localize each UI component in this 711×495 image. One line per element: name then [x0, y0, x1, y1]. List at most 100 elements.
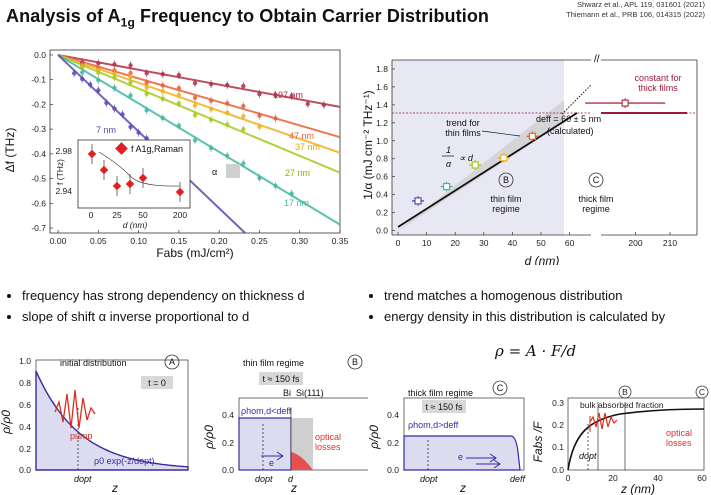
- data-point: [273, 116, 278, 121]
- y-tick: 0.4: [376, 190, 388, 200]
- y-tick: 0.0: [19, 465, 31, 475]
- y-tick: 1.4: [376, 100, 388, 110]
- fit-line: [57, 53, 341, 108]
- inset-point: [175, 187, 185, 197]
- label-197nm: 197 nm: [273, 90, 303, 100]
- trend-label-1: trend for: [446, 118, 480, 128]
- optical-losses-2: losses: [315, 442, 341, 452]
- data-point: [176, 73, 182, 78]
- x-tick: 60: [565, 238, 575, 248]
- raman-inset: f A1g,Raman f (THz) 2.98 2.94 0 25 50 20…: [55, 139, 191, 230]
- y-tick: 0.4: [387, 410, 399, 420]
- panel-d-absorbed-fraction: B C bulk absorbed fraction optical losse…: [531, 385, 709, 495]
- bullets-left: frequency has strong dependency on thick…: [6, 285, 305, 327]
- badge-c: C: [593, 175, 600, 185]
- panel-b-thin-film: thin film regime B t ≈ 150 fs Bi Si(111)…: [203, 354, 368, 495]
- pump-label: pump: [70, 431, 93, 441]
- panel-d-badge-b: B: [622, 387, 628, 397]
- label-27nm: 27 nm: [285, 168, 310, 178]
- y-tick: 0.3: [552, 398, 564, 408]
- reference-2: Thiemann et al., PRB 106, 014315 (2022): [566, 10, 705, 19]
- y-tick: -0.1: [31, 75, 46, 85]
- panel-a-title: initial distribution: [60, 358, 127, 368]
- data-point: [289, 93, 294, 99]
- data-point: [128, 93, 133, 98]
- y-tick: 0.0: [387, 465, 399, 475]
- y-tick: 0.0: [34, 50, 46, 60]
- data-point: [128, 70, 133, 76]
- x-axis-label: d (nm): [525, 254, 560, 265]
- data-point: [241, 161, 246, 166]
- y-tick: 0.2: [222, 438, 234, 448]
- label-47nm: 47 nm: [289, 131, 314, 141]
- data-point: [225, 110, 230, 115]
- reference-1: Shwarz et al., APL 119, 031601 (2021): [576, 0, 705, 9]
- data-point: [80, 76, 85, 82]
- curve-label: ρ0 exp(-z/dopt): [94, 456, 155, 466]
- dopt-tick: dopt: [579, 451, 597, 461]
- rho-hom-label: ρhom,d<deff: [241, 406, 292, 416]
- x-tick: 210: [663, 238, 677, 248]
- data-point: [128, 124, 133, 130]
- x-tick: 50: [536, 238, 546, 248]
- label-37nm: 37 nm: [295, 142, 320, 152]
- data-point: [144, 80, 149, 85]
- y-tick: 0.0: [552, 465, 564, 475]
- y-axis-label: ρ/ρ0: [368, 425, 381, 450]
- rho-hom-label: ρhom,d>deff: [408, 420, 459, 430]
- x-axis-label: z: [111, 481, 118, 495]
- data-point: [621, 99, 629, 107]
- data-point: [225, 82, 230, 88]
- panel-a-badge: A: [169, 357, 175, 367]
- panel-c-thick-film: thick film regime C t ≈ 150 fs ρhom,d>de…: [368, 380, 527, 495]
- y-tick: -0.7: [31, 223, 46, 233]
- deff-tick: deff: [510, 474, 527, 484]
- fit-line: [57, 54, 341, 174]
- data-point: [71, 71, 77, 76]
- bullet-item: energy density in this distribution is c…: [384, 306, 665, 327]
- data-point: [128, 63, 133, 68]
- data-point: [443, 182, 451, 191]
- data-point: [112, 75, 117, 80]
- data-point: [96, 61, 101, 66]
- panel-b-title: thin film regime: [243, 358, 304, 368]
- y-tick: -0.2: [31, 99, 46, 109]
- inset-point: [87, 149, 97, 159]
- data-point: [144, 91, 149, 97]
- svg-text:∝ d: ∝ d: [459, 153, 474, 163]
- inset-x-tick-3: 200: [173, 210, 187, 220]
- data-point: [128, 74, 133, 80]
- regime-b-1: thin film: [490, 194, 521, 204]
- dopt-tick: dopt: [255, 474, 273, 484]
- data-point: [414, 197, 422, 205]
- x-tick: 40: [508, 238, 518, 248]
- data-point: [144, 85, 149, 90]
- data-point: [176, 86, 182, 91]
- svg-text:1: 1: [446, 145, 451, 155]
- x-tick: 20: [608, 473, 618, 483]
- data-point: [208, 145, 214, 151]
- x-tick: 0.20: [211, 236, 228, 246]
- data-point: [160, 115, 165, 121]
- data-point: [192, 103, 198, 108]
- bullets-right: trend matches a homogenous distribution …: [368, 285, 665, 327]
- x-axis-label: z (nm): [620, 482, 655, 495]
- y-tick: 0.2: [19, 444, 31, 454]
- dopt-tick: dopt: [74, 474, 92, 484]
- y-tick: 0.2: [387, 438, 399, 448]
- trend-line: [397, 112, 578, 228]
- data-point: [80, 70, 85, 75]
- frequency-shift-chart: 0.00 0.05 0.10 0.15 0.20 0.25 0.30 0.35 0.0 -0.1 -…: [3, 49, 349, 260]
- data-point: [192, 112, 198, 118]
- data-point: [96, 77, 101, 83]
- data-point: [241, 103, 246, 109]
- inset-x-label: d (nm): [123, 220, 148, 230]
- deff-label: deff = 60 ± 5 nm: [536, 114, 601, 124]
- const-label-1: constant for: [634, 73, 681, 83]
- y-axis-label: ρ/ρ0: [0, 410, 13, 435]
- inset-legend: f A1g,Raman: [131, 144, 183, 154]
- y-tick: 0.8: [19, 378, 31, 388]
- svg-text:α: α: [446, 159, 452, 169]
- optical-losses-1: optical: [666, 428, 692, 438]
- y-tick: -0.5: [31, 174, 46, 184]
